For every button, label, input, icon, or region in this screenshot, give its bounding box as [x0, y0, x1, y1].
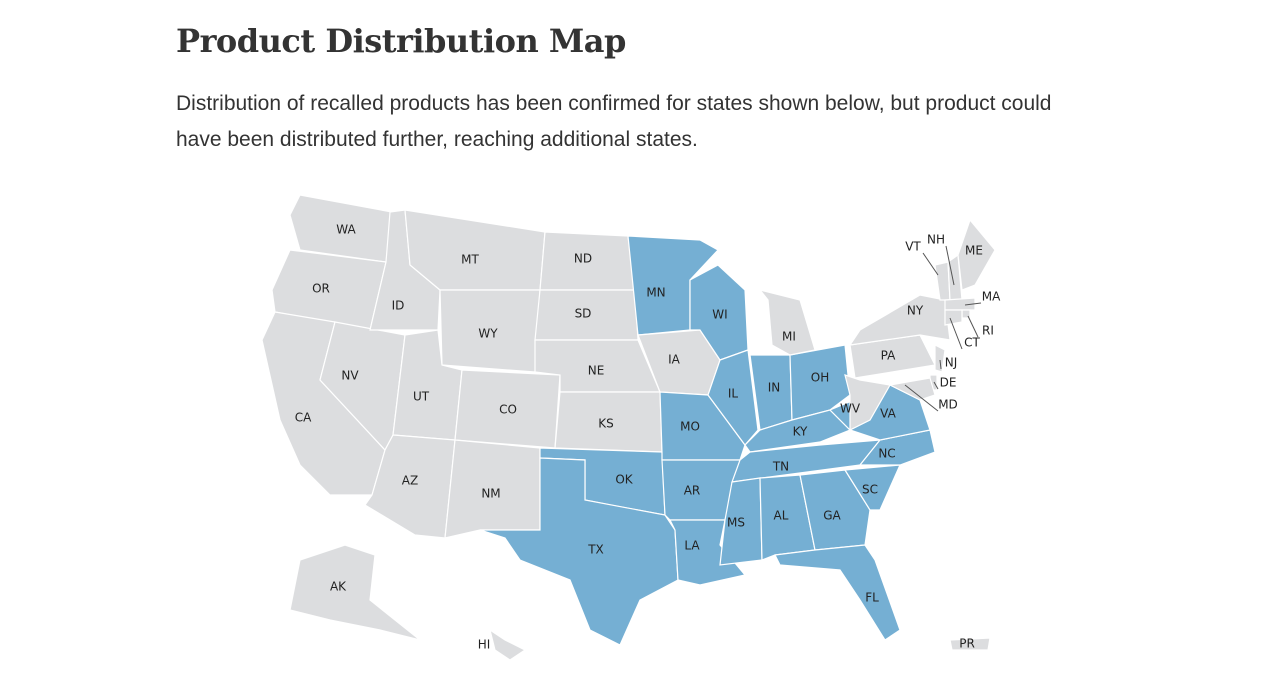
- state-label: GA: [823, 509, 841, 523]
- leader-line: [949, 317, 963, 350]
- state: [949, 637, 991, 651]
- state-label: MA: [982, 290, 1001, 304]
- state-label: PA: [881, 349, 896, 363]
- state-label: MI: [782, 330, 796, 344]
- state-label: NC: [878, 447, 895, 461]
- state: [944, 297, 976, 311]
- state-label: AR: [684, 484, 701, 498]
- state: [944, 309, 963, 326]
- state-label: VA: [880, 407, 896, 421]
- leader-line: [904, 384, 939, 412]
- title: Product Distribution Map: [176, 22, 626, 60]
- state-label: MT: [461, 253, 479, 267]
- state-label: NV: [341, 369, 359, 383]
- state: [289, 544, 421, 641]
- leader-line: [964, 302, 982, 306]
- state-label: NE: [588, 364, 605, 378]
- state: [489, 628, 527, 661]
- state: [934, 344, 946, 373]
- state-label: MO: [680, 420, 700, 434]
- state: [289, 194, 393, 263]
- state-label: VT: [905, 240, 921, 254]
- state: [843, 464, 901, 511]
- state-label: SC: [862, 483, 878, 497]
- leader-line: [922, 252, 939, 276]
- state: [774, 544, 901, 641]
- state-label: CA: [295, 411, 312, 425]
- state-label: IL: [728, 387, 739, 401]
- state-label: IA: [668, 353, 681, 367]
- state-label: AZ: [402, 474, 418, 488]
- state-label: CT: [964, 336, 980, 350]
- state-label: AK: [330, 580, 347, 594]
- state-label: TX: [587, 543, 604, 557]
- state-label: NM: [481, 487, 500, 501]
- state: [758, 288, 816, 356]
- state-label: WY: [478, 327, 498, 341]
- state-label: AL: [774, 509, 789, 523]
- state-label: HI: [478, 638, 491, 652]
- state-label: FL: [865, 591, 879, 605]
- state-label: NY: [907, 304, 924, 318]
- state: [858, 429, 936, 466]
- state-label: KS: [598, 417, 614, 431]
- state: [888, 377, 936, 401]
- state: [707, 349, 759, 446]
- state-label: MS: [727, 516, 745, 530]
- state-label: MD: [938, 398, 958, 412]
- state-label: KY: [793, 425, 808, 439]
- description: Distribution of recalled products has be…: [176, 92, 1052, 151]
- state-label: NJ: [945, 356, 958, 370]
- leader-line: [939, 359, 942, 370]
- state-label: NH: [927, 233, 945, 247]
- state: [479, 457, 679, 646]
- state-label: DE: [940, 376, 957, 390]
- state-label: UT: [413, 390, 430, 404]
- leader-line: [933, 381, 939, 390]
- state-label: ND: [574, 252, 592, 266]
- state: [789, 344, 851, 421]
- state: [719, 477, 763, 566]
- state-label: ME: [965, 244, 983, 258]
- state: [799, 469, 871, 551]
- state-label: RI: [982, 324, 994, 338]
- state: [844, 374, 891, 431]
- state-label: OH: [811, 371, 829, 385]
- state-label: ID: [392, 299, 405, 313]
- state-label: WV: [840, 402, 861, 416]
- state: [957, 218, 996, 291]
- state-label: OR: [312, 282, 330, 296]
- state-label: OK: [615, 473, 633, 487]
- state: [404, 209, 546, 291]
- state-label: PR: [959, 637, 975, 651]
- state-label: SD: [575, 307, 592, 321]
- state-label: TN: [772, 460, 789, 474]
- state-label: WA: [336, 223, 356, 237]
- leader-line: [945, 245, 955, 286]
- state-label: LA: [684, 539, 700, 553]
- state-label: MN: [646, 286, 665, 300]
- state-label: WI: [712, 308, 727, 322]
- state: [848, 294, 951, 346]
- state-label: CO: [499, 403, 517, 417]
- state-label: IN: [768, 381, 781, 395]
- leader-line: [967, 315, 979, 338]
